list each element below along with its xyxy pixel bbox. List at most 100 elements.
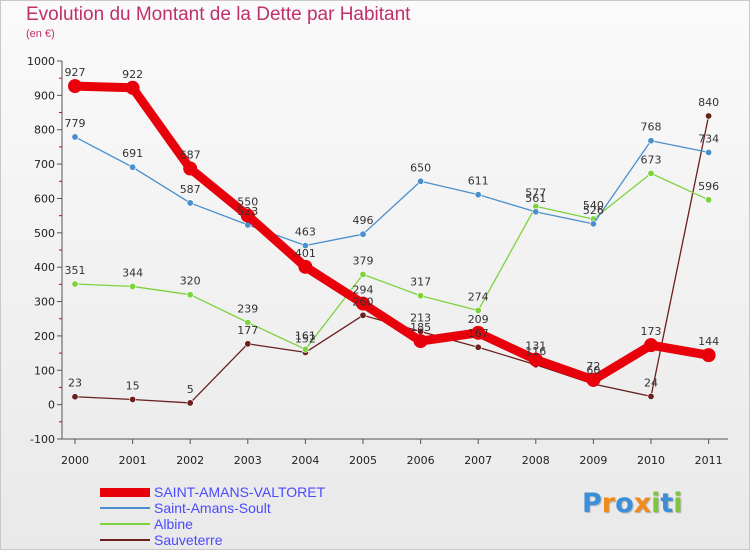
series-point-2 bbox=[417, 292, 425, 300]
logo-letter: P bbox=[582, 488, 602, 519]
data-label-3: 24 bbox=[644, 376, 658, 389]
data-label-3: 177 bbox=[237, 324, 258, 337]
series-point-3 bbox=[186, 399, 194, 407]
legend-swatch bbox=[100, 507, 150, 509]
y-tick-label: 900 bbox=[34, 89, 55, 102]
series-point-0 bbox=[240, 208, 255, 223]
x-tick-label: 2003 bbox=[234, 454, 262, 467]
data-label-1: 779 bbox=[65, 117, 86, 130]
x-tick-label: 2007 bbox=[464, 454, 492, 467]
legend-swatch bbox=[100, 539, 150, 541]
x-tick-label: 2011 bbox=[695, 454, 723, 467]
series-point-0 bbox=[528, 352, 543, 367]
data-label-1: 587 bbox=[180, 183, 201, 196]
series-point-3 bbox=[71, 393, 79, 401]
logo-letter: o bbox=[615, 488, 634, 519]
x-tick-label: 2002 bbox=[176, 454, 204, 467]
y-tick-label: 600 bbox=[34, 192, 55, 205]
data-label-0: 144 bbox=[698, 335, 719, 348]
data-label-2: 596 bbox=[698, 180, 719, 193]
data-label-0: 185 bbox=[410, 321, 431, 334]
legend-label: Albine bbox=[154, 516, 193, 532]
data-label-2: 379 bbox=[353, 254, 374, 267]
data-label-0: 401 bbox=[295, 247, 316, 260]
data-label-0: 131 bbox=[525, 340, 546, 353]
data-label-2: 577 bbox=[525, 186, 546, 199]
series-point-0 bbox=[471, 325, 486, 340]
x-tick-label: 2001 bbox=[119, 454, 147, 467]
data-label-2: 351 bbox=[65, 264, 86, 277]
data-label-3: 840 bbox=[698, 96, 719, 109]
series-point-1 bbox=[474, 191, 482, 199]
x-tick-label: 2010 bbox=[637, 454, 665, 467]
series-point-1 bbox=[417, 177, 425, 185]
data-label-1: 611 bbox=[468, 175, 489, 188]
legend-swatch bbox=[100, 523, 150, 525]
y-tick-label: 100 bbox=[34, 364, 55, 377]
series-point-0 bbox=[298, 259, 313, 274]
y-tick-label: 200 bbox=[34, 330, 55, 343]
series-point-1 bbox=[705, 148, 713, 156]
series-point-2 bbox=[186, 291, 194, 299]
series-point-2 bbox=[71, 280, 79, 288]
series-point-3 bbox=[244, 340, 252, 348]
series-point-1 bbox=[301, 242, 309, 250]
chart-subtitle: (en €) bbox=[26, 28, 55, 40]
x-tick-label: 2006 bbox=[407, 454, 435, 467]
data-label-3: 15 bbox=[126, 379, 140, 392]
data-label-1: 691 bbox=[122, 147, 143, 160]
series-point-1 bbox=[71, 133, 79, 141]
series-layer bbox=[68, 79, 716, 407]
series-point-1 bbox=[186, 199, 194, 207]
logo-letter: i bbox=[673, 488, 683, 519]
data-label-3: 167 bbox=[468, 327, 489, 340]
series-point-1 bbox=[532, 208, 540, 216]
chart-title: Evolution du Montant de la Dette par Hab… bbox=[26, 4, 411, 25]
series-point-2 bbox=[129, 282, 137, 290]
data-label-2: 239 bbox=[237, 303, 258, 316]
proxiti-logo: Proxiti bbox=[582, 488, 683, 519]
data-label-3: 60 bbox=[586, 364, 600, 377]
data-label-2: 320 bbox=[180, 275, 201, 288]
y-tick-label: 300 bbox=[34, 296, 55, 309]
series-point-1 bbox=[359, 230, 367, 238]
data-label-2: 274 bbox=[468, 290, 489, 303]
y-tick-label: 700 bbox=[34, 158, 55, 171]
series-point-2 bbox=[301, 345, 309, 353]
data-label-0: 927 bbox=[65, 66, 86, 79]
series-point-0 bbox=[356, 296, 370, 311]
data-label-3: 23 bbox=[68, 377, 82, 390]
series-point-2 bbox=[244, 319, 252, 327]
series-point-1 bbox=[647, 137, 655, 145]
data-label-3: 213 bbox=[410, 311, 431, 324]
x-tick-label: 2000 bbox=[61, 454, 89, 467]
series-point-0 bbox=[586, 372, 601, 387]
logo-letter: t bbox=[660, 488, 674, 519]
data-labels-layer: 927 922 687 550 401 294 185 209 131 72 173 144 779 69… bbox=[65, 66, 720, 396]
series-point-2 bbox=[647, 169, 655, 177]
axes: -100 0 100 200 300 400 500 600 700 800 900 1000 2000… bbox=[27, 55, 728, 467]
series-point-2 bbox=[705, 196, 713, 204]
series-point-3 bbox=[647, 392, 655, 400]
data-label-1: 561 bbox=[525, 192, 546, 205]
data-label-1: 526 bbox=[583, 204, 604, 217]
legend-swatch bbox=[100, 487, 150, 497]
data-label-2: 673 bbox=[641, 153, 662, 166]
data-label-3: 260 bbox=[353, 295, 374, 308]
data-label-1: 650 bbox=[410, 161, 431, 174]
y-tick-label: 0 bbox=[48, 399, 55, 412]
y-tick-label: 800 bbox=[34, 124, 55, 137]
data-label-1: 768 bbox=[641, 121, 662, 134]
data-label-1: 734 bbox=[698, 132, 719, 145]
series-point-0 bbox=[413, 334, 428, 349]
data-label-1: 523 bbox=[237, 205, 258, 218]
series-point-0 bbox=[125, 80, 140, 95]
data-label-3: 5 bbox=[187, 383, 194, 396]
data-label-0: 687 bbox=[180, 149, 201, 162]
legend-label: SAINT-AMANS-VALTORET bbox=[154, 484, 326, 500]
data-label-0: 550 bbox=[237, 196, 258, 209]
x-tick-label: 2008 bbox=[522, 454, 550, 467]
data-label-0: 173 bbox=[641, 325, 662, 338]
data-label-3: 152 bbox=[295, 332, 316, 345]
series-point-0 bbox=[183, 161, 198, 176]
